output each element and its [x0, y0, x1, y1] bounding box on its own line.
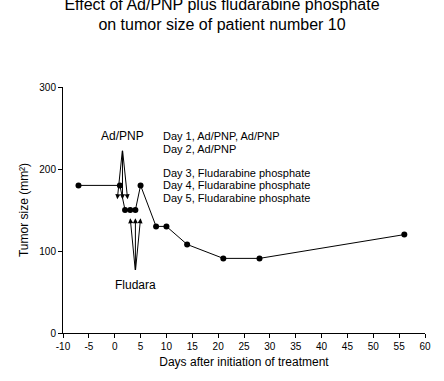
svg-text:Day 4, Fludarabine phosphate: Day 4, Fludarabine phosphate: [163, 179, 310, 191]
svg-text:Ad/PNP: Ad/PNP: [101, 129, 144, 143]
svg-text:Fludara: Fludara: [115, 278, 156, 292]
svg-text:200: 200: [39, 164, 56, 175]
svg-text:40: 40: [316, 341, 328, 352]
svg-text:60: 60: [419, 341, 431, 352]
svg-text:300: 300: [39, 82, 56, 93]
svg-text:0: 0: [50, 328, 56, 339]
svg-text:-5: -5: [84, 341, 93, 352]
svg-text:0: 0: [112, 341, 118, 352]
svg-text:Day 5, Fludarabine phosphate: Day 5, Fludarabine phosphate: [163, 192, 310, 204]
svg-text:20: 20: [213, 341, 225, 352]
svg-text:30: 30: [264, 341, 276, 352]
svg-text:15: 15: [187, 341, 199, 352]
svg-text:25: 25: [238, 341, 250, 352]
svg-text:5: 5: [138, 341, 144, 352]
svg-text:10: 10: [161, 341, 173, 352]
svg-text:Effect of Ad/PNP plus fludarab: Effect of Ad/PNP plus fludarabine phosph…: [64, 0, 379, 33]
svg-text:35: 35: [290, 341, 302, 352]
svg-text:Day 3, Fludarabine phosphate: Day 3, Fludarabine phosphate: [163, 167, 310, 179]
svg-text:Day 1, Ad/PNP, Ad/PNP: Day 1, Ad/PNP, Ad/PNP: [163, 130, 280, 142]
svg-text:45: 45: [342, 341, 354, 352]
svg-text:50: 50: [368, 341, 380, 352]
svg-text:Tumor size (mm²): Tumor size (mm²): [17, 163, 31, 257]
svg-text:100: 100: [39, 246, 56, 257]
svg-text:Days after initiation of treat: Days after initiation of treatment: [159, 355, 329, 369]
svg-text:-10: -10: [56, 341, 71, 352]
svg-text:Day 2, Ad/PNP: Day 2, Ad/PNP: [163, 143, 236, 155]
svg-text:55: 55: [394, 341, 406, 352]
